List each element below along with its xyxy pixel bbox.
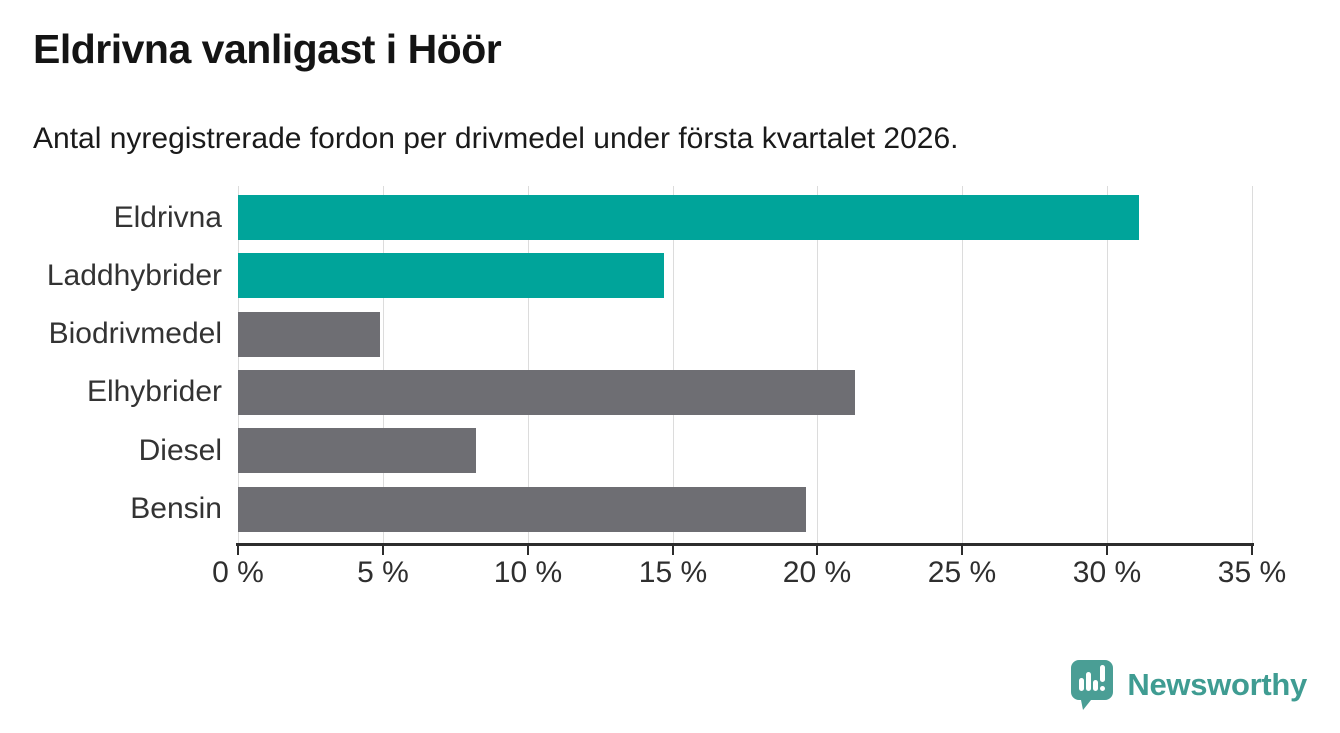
- x-axis-line: [236, 543, 1254, 546]
- bar-eldrivna: [238, 195, 1139, 240]
- bar-laddhybrider: [238, 253, 664, 299]
- category-label: Bensin: [130, 492, 222, 526]
- x-axis-tick-label: 15 %: [638, 556, 708, 589]
- x-axis-tick-label: 0 %: [212, 556, 264, 589]
- bar-biodrivmedel: [238, 311, 380, 357]
- gridline: [673, 186, 674, 545]
- plot-area: [238, 186, 1253, 545]
- newsworthy-logo-icon: [1071, 660, 1114, 710]
- gridline: [238, 186, 239, 545]
- brand-name: Newsworthy: [1127, 667, 1307, 702]
- x-axis-tick: [527, 546, 529, 555]
- x-axis-tick: [672, 546, 674, 555]
- gridline: [528, 186, 529, 545]
- x-axis-tick: [961, 546, 963, 555]
- x-axis-tick-label: 20 %: [782, 556, 852, 589]
- x-axis-tick-label: 10 %: [493, 556, 563, 589]
- chart-subtitle: Antal nyregistrerade fordon per drivmede…: [33, 122, 959, 155]
- x-axis-tick: [816, 546, 818, 555]
- bar-diesel: [238, 428, 476, 474]
- gridline: [962, 186, 963, 545]
- x-axis-tick-label: 30 %: [1072, 556, 1142, 589]
- gridline: [383, 186, 384, 545]
- category-label: Elhybrider: [86, 375, 222, 409]
- gridline: [817, 186, 818, 545]
- chart-title: Eldrivna vanligast i Höör: [33, 26, 502, 72]
- x-axis-tick: [382, 546, 384, 555]
- gridline: [1252, 186, 1253, 545]
- x-axis-tick: [1251, 546, 1253, 555]
- bar-elhybrider: [238, 369, 855, 415]
- brand-footer: Newsworthy: [1070, 657, 1307, 713]
- x-axis-tick: [1106, 546, 1108, 555]
- category-label: Diesel: [138, 433, 222, 467]
- x-axis-tick-label: 5 %: [357, 556, 409, 589]
- category-label: Laddhybrider: [46, 258, 222, 292]
- gridline: [1107, 186, 1108, 545]
- category-label: Eldrivna: [113, 200, 222, 234]
- x-axis-tick-label: 35 %: [1217, 556, 1287, 589]
- bar-bensin: [238, 486, 806, 532]
- category-label: Biodrivmedel: [48, 317, 222, 351]
- x-axis-tick-label: 25 %: [927, 556, 997, 589]
- x-axis-tick: [237, 546, 239, 555]
